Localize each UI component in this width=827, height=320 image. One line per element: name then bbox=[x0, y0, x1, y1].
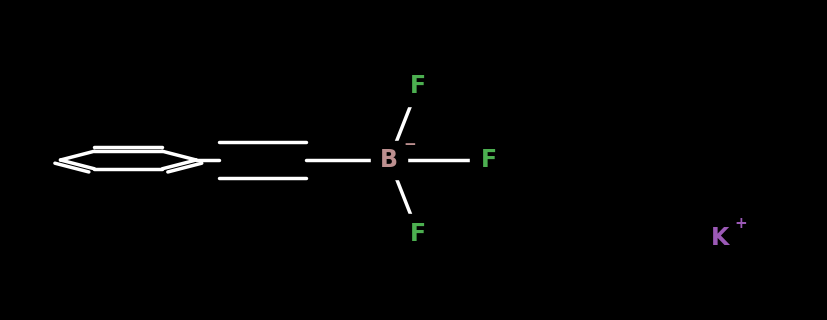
Bar bbox=[470, 141, 506, 179]
Text: +: + bbox=[734, 216, 747, 230]
Text: F: F bbox=[409, 221, 426, 246]
Bar bbox=[370, 141, 407, 179]
Text: F: F bbox=[480, 148, 496, 172]
Text: K: K bbox=[710, 227, 729, 250]
Text: F: F bbox=[409, 74, 426, 99]
Bar bbox=[701, 219, 738, 258]
Bar bbox=[399, 67, 436, 106]
Bar bbox=[399, 214, 436, 253]
Text: B: B bbox=[380, 148, 398, 172]
Text: −: − bbox=[403, 137, 416, 152]
